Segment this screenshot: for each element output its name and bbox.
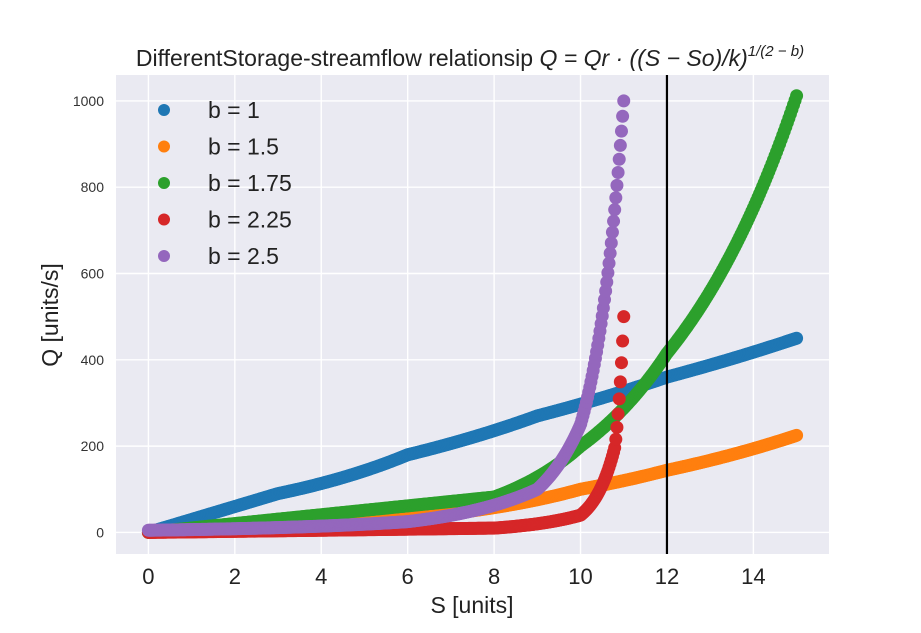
data-point [610,420,624,434]
y-tick-label: 400 [81,352,105,368]
data-point [613,138,627,152]
data-point [609,191,623,205]
legend-marker [158,140,170,153]
data-point [612,152,626,166]
data-point [617,94,631,108]
data-point [790,331,804,345]
legend-label: b = 2.5 [208,243,279,269]
data-point [607,214,621,228]
x-tick-label: 4 [315,564,327,589]
legend-marker [158,213,170,226]
series-group [141,89,804,539]
legend: b = 1 b = 1.5 b = 1.75 b = 2.25 b = 2.5 [158,97,292,269]
legend-item: b = 1 [158,97,260,123]
legend-marker [158,177,170,189]
legend-marker [158,104,170,116]
x-tick-label: 2 [229,564,241,589]
data-point [608,203,622,217]
x-tick-label: 12 [655,564,679,589]
legend-item: b = 1.75 [158,170,292,196]
legend-item: b = 2.5 [158,243,279,269]
data-point [612,392,626,406]
legend-label: b = 1 [208,97,260,123]
legend-item: b = 2.25 [158,207,292,233]
data-point [609,432,623,446]
legend-label: b = 2.25 [208,207,292,233]
data-point [602,256,616,270]
data-point [614,356,628,370]
series-4 [141,94,631,537]
data-point [617,310,631,324]
data-point [603,246,617,260]
y-tick-label: 600 [81,266,105,282]
data-point [790,428,804,442]
y-tick-label: 200 [81,438,105,454]
legend-label: b = 1.5 [208,134,279,160]
y-axis-label: Q [units/s] [37,263,63,367]
data-point [611,166,625,180]
data-point [616,334,630,348]
data-point [605,225,619,239]
x-axis-label: S [units] [430,592,513,618]
y-tick-label: 1000 [73,93,104,109]
data-point [614,124,628,138]
data-point [610,178,624,192]
data-point [611,407,625,421]
data-point [601,266,615,280]
x-tick-label: 10 [568,564,592,589]
data-point [616,109,630,123]
x-tick-label: 0 [142,564,154,589]
x-ticks: 0 2 4 6 8 10 12 14 [142,564,765,589]
data-point [613,375,627,389]
legend-item: b = 1.5 [158,134,279,160]
legend-label: b = 1.75 [208,170,292,196]
x-tick-label: 6 [402,564,414,589]
legend-marker [158,250,170,262]
x-tick-label: 14 [741,564,765,589]
y-ticks: 0 200 400 600 800 1000 [73,93,104,541]
data-point [790,89,804,103]
y-tick-label: 0 [96,524,104,540]
chart-title: DifferentStorage-streamflow relationsip … [136,43,804,71]
y-tick-label: 800 [81,179,105,195]
data-point [604,236,618,250]
x-tick-label: 8 [488,564,500,589]
